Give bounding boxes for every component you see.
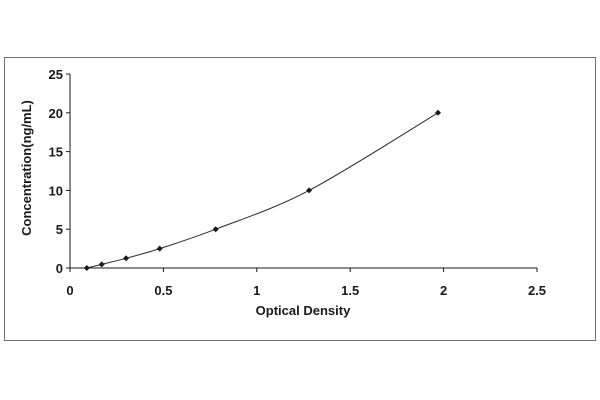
- data-point: [156, 245, 163, 252]
- x-tick-label: 0: [66, 283, 73, 298]
- fit-curve: [86, 112, 439, 269]
- x-tick-label: 1: [253, 283, 260, 298]
- x-tick-label: 2.5: [528, 283, 546, 298]
- data-points: [83, 109, 441, 271]
- y-tick-label: 25: [49, 67, 63, 82]
- y-axis-title: Concentration(ng/mL): [19, 100, 34, 236]
- axes: [69, 74, 537, 269]
- x-ticks: 0 0.5 1 1.5 2 2.5: [66, 268, 546, 298]
- data-point: [83, 265, 90, 271]
- data-point: [123, 255, 130, 262]
- y-tick-label: 15: [49, 145, 63, 160]
- y-tick-label: 0: [56, 261, 63, 276]
- data-point: [434, 109, 441, 116]
- y-tick-label: 10: [49, 183, 63, 198]
- x-tick-label: 2: [440, 283, 447, 298]
- y-ticks: 0 5 10 15 20 25: [49, 67, 70, 276]
- x-tick-label: 1.5: [341, 283, 359, 298]
- data-point: [212, 226, 219, 233]
- data-point: [98, 261, 105, 268]
- data-point: [306, 187, 313, 194]
- y-tick-label: 5: [56, 222, 63, 237]
- x-tick-label: 0.5: [154, 283, 172, 298]
- y-tick-label: 20: [49, 106, 63, 121]
- x-axis-title: Optical Density: [256, 303, 351, 318]
- chart-frame: [4, 57, 596, 341]
